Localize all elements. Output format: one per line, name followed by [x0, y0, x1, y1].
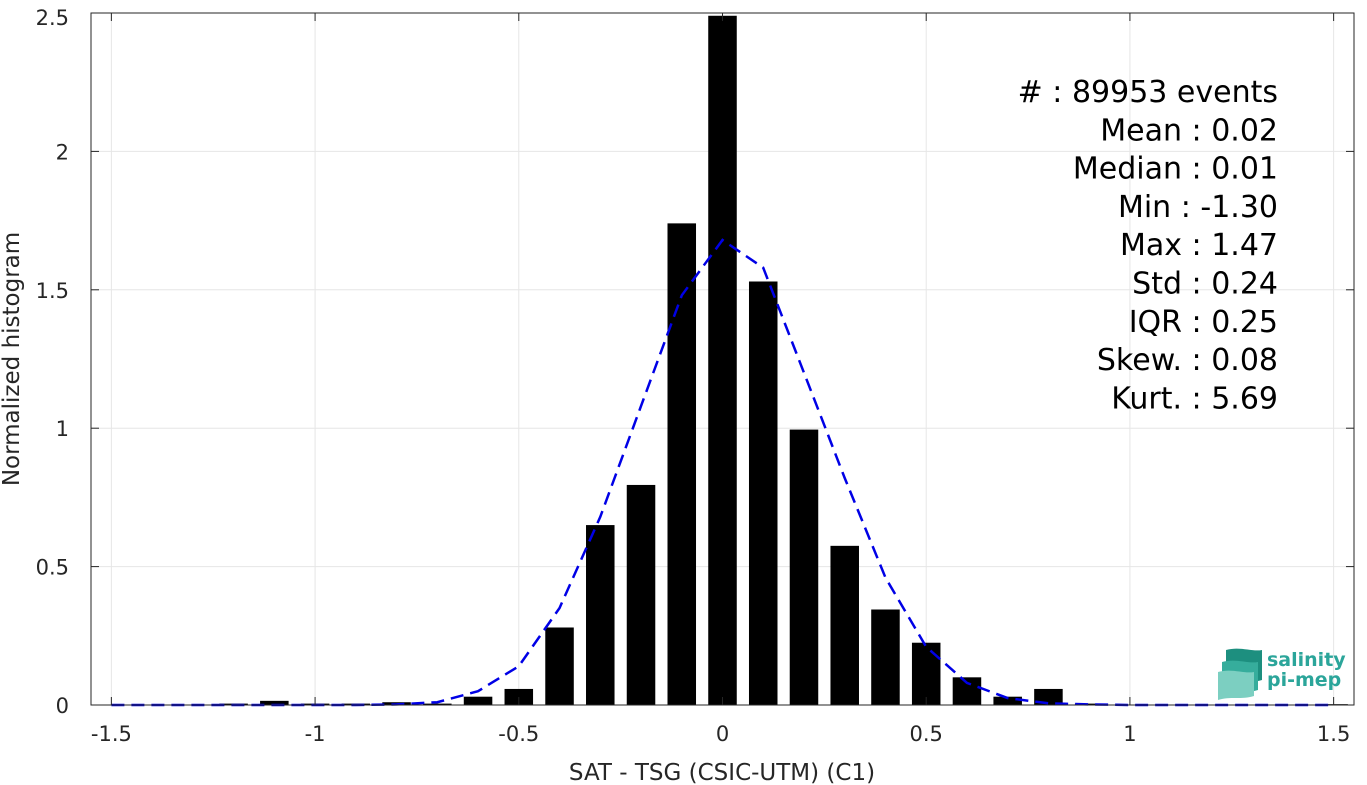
y-axis-label: Normalized histogram: [0, 232, 25, 486]
y-tick-label: 2.5: [36, 6, 69, 30]
histogram-bars: [219, 15, 1348, 706]
salinity-pi-mep-logo: salinity pi-mep: [1218, 648, 1346, 700]
x-tick-label: 1.5: [1317, 722, 1350, 746]
histogram-bar: [626, 484, 656, 705]
stats-line: # : 89953 events: [1018, 75, 1278, 110]
stats-line: Skew. : 0.08: [1097, 343, 1278, 378]
x-tick-label: 0.5: [910, 722, 943, 746]
histogram-bar: [667, 223, 697, 706]
histogram-bar: [504, 688, 534, 705]
stats-line: Min : -1.30: [1118, 190, 1278, 225]
x-tick-label: -0.5: [498, 722, 539, 746]
wave-layers-icon: [1218, 648, 1262, 700]
histogram-bar: [871, 609, 900, 705]
histogram-bar: [463, 696, 493, 705]
y-tick-label: 1.5: [36, 279, 69, 303]
stats-line: Kurt. : 5.69: [1111, 381, 1278, 416]
x-tick-label: 1: [1123, 722, 1136, 746]
x-tick-label: -1: [305, 722, 326, 746]
logo-line2: pi-mep: [1267, 669, 1341, 691]
y-tick-labels: 0 0.5 1 1.5 2 2.5: [36, 6, 69, 718]
y-tick-label: 2: [56, 140, 69, 164]
histogram-bar: [789, 429, 819, 705]
logo-line1: salinity: [1267, 649, 1346, 671]
x-tick-label: -1.5: [91, 722, 132, 746]
histogram-bar: [748, 281, 778, 705]
histogram-bar: [708, 15, 737, 705]
y-tick-label: 1: [56, 417, 69, 441]
histogram-bar: [423, 703, 452, 705]
stats-line: Mean : 0.02: [1100, 113, 1278, 148]
plot-axes: [90, 12, 1355, 706]
histogram-bar: [1074, 703, 1104, 705]
histogram-bar: [993, 696, 1022, 705]
x-tick-label: 0: [716, 722, 729, 746]
x-axis-label: SAT - TSG (CSIC-UTM) (C1): [569, 760, 875, 785]
histogram-bar: [545, 627, 574, 705]
stats-line: Max : 1.47: [1120, 228, 1278, 263]
histogram-bar: [830, 545, 859, 705]
histogram-bar: [911, 642, 941, 705]
y-tick-label: 0.5: [36, 556, 69, 580]
histogram-bar: [260, 700, 289, 705]
stats-line: Std : 0.24: [1132, 267, 1278, 302]
y-tick-label: 0: [56, 694, 69, 718]
histogram-bar: [1034, 688, 1063, 705]
stats-line: Median : 0.01: [1073, 152, 1278, 187]
histogram-bar: [586, 525, 615, 705]
x-tick-labels: -1.5 -1 -0.5 0 0.5 1 1.5: [91, 722, 1350, 746]
stats-line: IQR : 0.25: [1129, 305, 1278, 340]
